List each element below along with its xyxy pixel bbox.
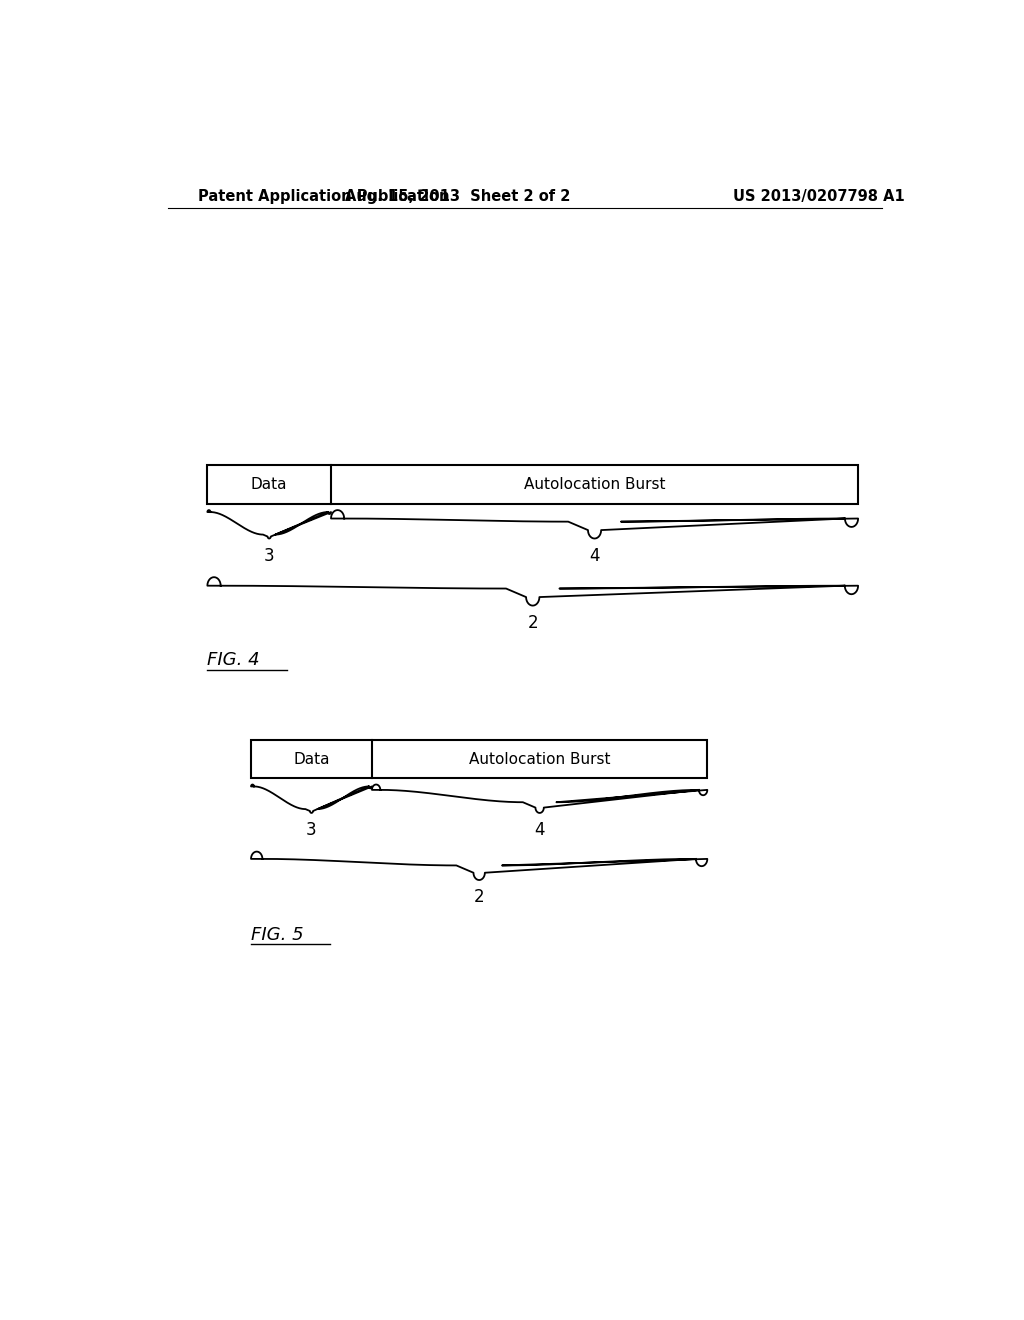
Text: FIG. 5: FIG. 5 — [251, 925, 304, 944]
Text: 4: 4 — [589, 546, 600, 565]
Text: Aug. 15, 2013  Sheet 2 of 2: Aug. 15, 2013 Sheet 2 of 2 — [345, 189, 570, 203]
Text: Autolocation Burst: Autolocation Burst — [524, 477, 666, 492]
Text: Data: Data — [293, 751, 330, 767]
Text: 3: 3 — [264, 546, 274, 565]
Bar — [251, 739, 708, 779]
Text: Data: Data — [251, 477, 288, 492]
Text: US 2013/0207798 A1: US 2013/0207798 A1 — [732, 189, 904, 203]
Text: 3: 3 — [306, 821, 316, 840]
Text: 2: 2 — [474, 888, 484, 906]
Text: 4: 4 — [535, 821, 545, 840]
Text: FIG. 4: FIG. 4 — [207, 651, 260, 669]
Text: Patent Application Publication: Patent Application Publication — [198, 189, 450, 203]
Text: 2: 2 — [527, 614, 538, 632]
Text: Autolocation Burst: Autolocation Burst — [469, 751, 610, 767]
Bar — [207, 466, 858, 504]
